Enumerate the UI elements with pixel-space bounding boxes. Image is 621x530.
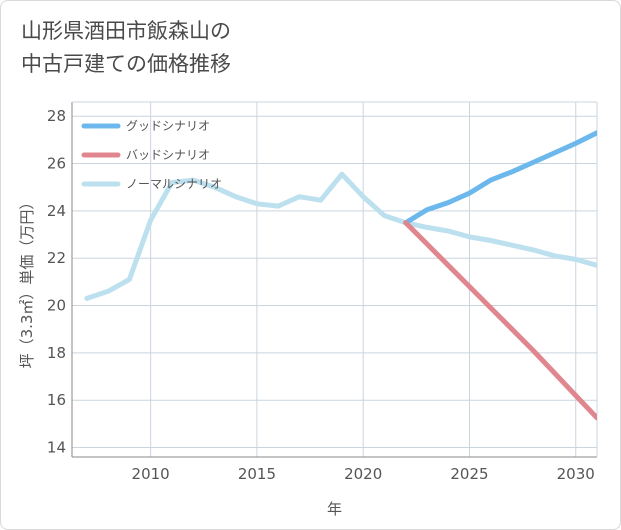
- x-tick-label: 2010: [132, 465, 170, 483]
- legend-label: バッドシナリオ: [126, 148, 210, 162]
- y-tick-label: 26: [47, 155, 66, 173]
- y-tick-label: 16: [47, 391, 66, 409]
- chart-title: 山形県酒田市飯森山の 中古戸建ての価格推移: [21, 15, 601, 81]
- y-tick-label: 18: [47, 344, 66, 362]
- y-tick-label: 14: [47, 439, 66, 457]
- series-line-0: [403, 130, 597, 226]
- plot-area: [72, 102, 597, 457]
- series-line-2: [84, 171, 597, 301]
- y-tick-label: 24: [47, 202, 66, 220]
- series-line-1: [403, 220, 597, 421]
- y-tick-label: 20: [47, 297, 66, 315]
- x-tick-label: 2020: [344, 465, 382, 483]
- chart-title-line-1: 山形県酒田市飯森山の: [21, 19, 231, 43]
- chart-title-line-2: 中古戸建ての価格推移: [21, 52, 231, 76]
- x-tick-label: 2030: [557, 465, 595, 483]
- y-tick-label: 22: [47, 249, 66, 267]
- x-tick-label: 2015: [238, 465, 276, 483]
- legend-label: グッドシナリオ: [126, 119, 210, 133]
- series-group: [84, 130, 597, 421]
- x-axis-title: 年: [327, 500, 342, 518]
- x-tick-label: 2025: [450, 465, 488, 483]
- legend-label: ノーマルシナリオ: [126, 177, 222, 191]
- y-axis-title: 坪（3.3㎡）単価（万円）: [18, 195, 36, 369]
- y-tick-label: 28: [47, 107, 66, 125]
